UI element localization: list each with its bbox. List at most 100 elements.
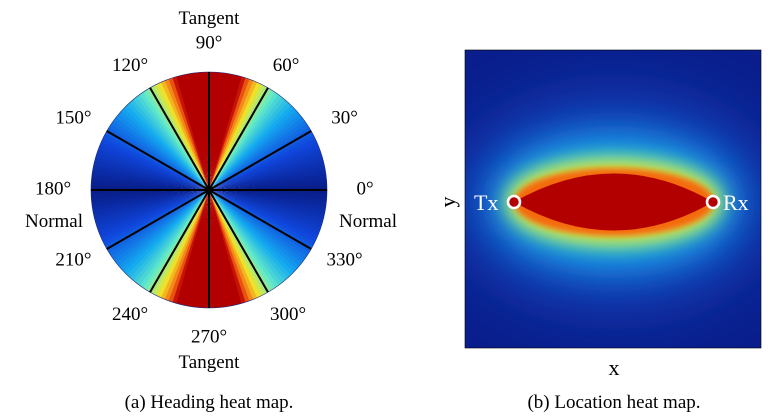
angle-label: 330° (326, 249, 362, 270)
heat-wedge (187, 190, 209, 308)
heat-wedge (91, 160, 209, 190)
heat-wedge (209, 75, 255, 190)
heat-wedge (136, 88, 209, 190)
angle-label: 30° (331, 107, 358, 128)
heat-wedge (107, 118, 209, 190)
x-axis-label: x (609, 355, 620, 380)
location-heat-map: Tx Rx x y (b) Location heat map. (435, 49, 762, 413)
divider-line (106, 189, 210, 250)
angle-label: 270° (191, 326, 227, 347)
heat-wedge (209, 190, 323, 240)
divider-line (106, 130, 210, 191)
heat-wedge (209, 72, 226, 190)
heat-wedge (209, 72, 222, 190)
angle-label: 60° (273, 55, 300, 76)
heat-wedge (91, 181, 209, 190)
heat-wedge (209, 117, 311, 190)
heat-wedge (91, 152, 209, 190)
heat-wedge (150, 80, 209, 190)
tx-marker (506, 194, 522, 210)
heat-wedge (92, 148, 209, 190)
heat-wedge (107, 190, 209, 263)
heat-wedge (112, 111, 209, 190)
heat-wedge (140, 190, 209, 294)
heat-wedge (209, 190, 295, 281)
heat-wedge (118, 190, 209, 276)
heat-wedge (209, 190, 327, 203)
heat-wedge (209, 190, 327, 224)
heat-wedge (209, 190, 309, 266)
heat-wedge (209, 88, 281, 190)
heat-wedge (209, 121, 313, 190)
angle-labels: 0° 30° 60° 90° 120° 150° 180° 210° 240° 270° 300° 3… (35, 32, 374, 347)
heat-wedge (171, 190, 209, 308)
tangent-top-label: Tangent (179, 8, 241, 29)
heat-wedge (126, 96, 209, 190)
divider-line (208, 189, 312, 250)
heat-wedge (129, 93, 209, 190)
heat-wedge (97, 136, 209, 190)
heat-wedge (209, 104, 300, 190)
heat-wedge (133, 190, 209, 290)
heat-wedge (209, 114, 308, 190)
heat-wedge (99, 190, 209, 249)
y-axis-label: y (435, 197, 460, 208)
heat-wedge (196, 190, 209, 308)
heat-wedge (209, 93, 288, 190)
high-likelihood-region (514, 173, 713, 231)
heat-wedge (154, 78, 209, 190)
heat-wedge (155, 190, 209, 302)
heat-wedge (209, 72, 239, 190)
heat-wedge (209, 190, 321, 244)
heat-wedge (209, 190, 327, 199)
heat-wedge (91, 164, 209, 190)
heat-wedge (97, 190, 209, 245)
heat-wedge (209, 98, 294, 190)
caption-b: (b) Location heat map. (527, 392, 700, 413)
heat-wedge (105, 190, 209, 259)
tx-label: Tx (474, 190, 498, 215)
divider-line (208, 130, 312, 191)
heat-wedge (209, 190, 327, 228)
normal-left-label: Normal (25, 211, 83, 232)
heat-wedge (209, 72, 218, 190)
heat-wedge (209, 135, 321, 190)
heat-wedge (130, 190, 209, 287)
heat-wedge (112, 190, 209, 270)
normal-right-label: Normal (339, 211, 397, 232)
angle-label: 180° (35, 178, 71, 199)
heat-wedge (209, 110, 306, 190)
divider-line (208, 87, 269, 191)
heat-wedge (209, 72, 235, 190)
heat-wedge (105, 121, 209, 190)
heat-wedge (209, 190, 278, 294)
heat-wedge (121, 190, 209, 279)
heat-wedge (209, 72, 243, 190)
sector-dividers (91, 72, 327, 308)
heat-wedge (209, 101, 297, 190)
heat-wedge (209, 78, 263, 190)
heat-wedge (120, 102, 209, 190)
heat-wedge (91, 168, 209, 190)
heat-wedge (91, 173, 209, 190)
heat-wedge (140, 86, 209, 190)
heat-wedge (124, 190, 209, 282)
heat-wedge (110, 190, 209, 266)
heat-wedge (117, 105, 209, 190)
heat-wedge (133, 91, 209, 190)
heat-wedge (115, 190, 209, 273)
location-heat-field (465, 50, 761, 348)
heat-wedge (209, 190, 327, 207)
heat-wedge (209, 79, 267, 190)
location-plot-frame (464, 49, 762, 349)
divider-line (149, 189, 210, 293)
heading-heat-map: 0° 30° 60° 90° 120° 150° 180° 210° 240° 270° 300° 3… (25, 8, 397, 413)
heat-wedge (183, 190, 209, 308)
angle-label: 240° (112, 304, 148, 325)
heat-wedge (123, 99, 209, 190)
heat-wedge (209, 190, 268, 300)
heat-wedge (209, 190, 285, 289)
angle-label: 210° (55, 249, 91, 270)
heat-wedge (209, 190, 289, 287)
